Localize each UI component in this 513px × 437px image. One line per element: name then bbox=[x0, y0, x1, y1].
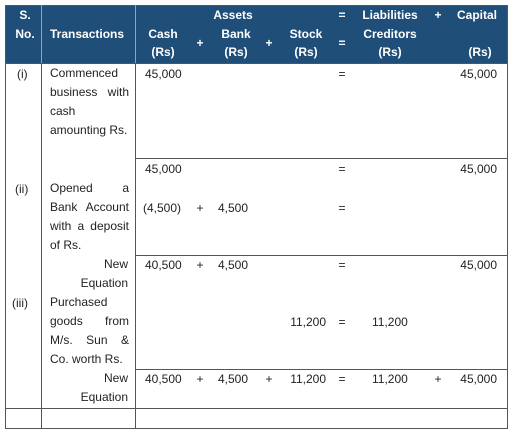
transaction: Opened a Bank Account with a deposit of … bbox=[50, 181, 129, 252]
bank: 4,500 bbox=[218, 258, 249, 272]
row-line bbox=[135, 255, 507, 256]
transaction: Purchased goods from M/s. Sun & Co. wort… bbox=[50, 295, 129, 366]
header-plus: + bbox=[434, 8, 442, 22]
row-line bbox=[135, 158, 507, 159]
eq: = bbox=[338, 315, 346, 329]
bank: 4,500 bbox=[218, 201, 249, 215]
sno: (iii) bbox=[12, 296, 28, 310]
eq: = bbox=[338, 162, 346, 176]
cash: 40,500 bbox=[145, 258, 182, 272]
row-line bbox=[5, 408, 507, 409]
header-plus: + bbox=[196, 36, 204, 50]
transaction: Commenced business with cash amounting R… bbox=[50, 66, 129, 137]
header-eq: = bbox=[338, 8, 346, 22]
header-stock: Stock bbox=[289, 27, 323, 41]
header-transactions: Transactions bbox=[50, 27, 125, 41]
plus: + bbox=[196, 372, 204, 386]
header-unit: (Rs) bbox=[224, 45, 248, 59]
header-bank: Bank bbox=[221, 27, 251, 41]
col-line bbox=[41, 63, 42, 429]
capital: 45,000 bbox=[460, 258, 497, 272]
equation-label: New Equation bbox=[80, 371, 128, 404]
header-unit: (Rs) bbox=[378, 45, 402, 59]
cash: 40,500 bbox=[145, 372, 182, 386]
header-cash: Cash bbox=[148, 27, 178, 41]
plus: + bbox=[196, 201, 204, 215]
header-liabilities: Liabilities bbox=[362, 8, 418, 22]
row-line bbox=[135, 369, 507, 370]
capital: 45,000 bbox=[460, 162, 497, 176]
eq: = bbox=[338, 67, 346, 81]
equation-label: New Equation bbox=[80, 257, 128, 290]
row-line bbox=[5, 63, 507, 64]
creditors: 11,200 bbox=[372, 372, 408, 386]
header-unit: (Rs) bbox=[151, 45, 175, 59]
sno: (ii) bbox=[15, 182, 29, 196]
eq: = bbox=[338, 201, 346, 215]
header-unit: (Rs) bbox=[468, 45, 492, 59]
header-plus: + bbox=[265, 36, 273, 50]
bank: 4,500 bbox=[218, 372, 249, 386]
sno: (i) bbox=[17, 67, 28, 81]
header-creditors: Creditors bbox=[363, 27, 417, 41]
header-assets: Assets bbox=[213, 8, 253, 22]
border bbox=[5, 5, 6, 429]
capital: 45,000 bbox=[460, 372, 497, 386]
stock: 11,200 bbox=[290, 372, 326, 386]
border bbox=[507, 5, 508, 429]
cash: (4,500) bbox=[143, 201, 182, 215]
plus: + bbox=[434, 372, 442, 386]
stock: 11,200 bbox=[290, 315, 326, 329]
header-unit: (Rs) bbox=[294, 45, 318, 59]
plus: + bbox=[196, 258, 204, 272]
header-eq: = bbox=[338, 36, 346, 50]
cash: 45,000 bbox=[145, 162, 182, 176]
plus: + bbox=[265, 372, 273, 386]
eq: = bbox=[338, 372, 346, 386]
capital: 45,000 bbox=[460, 67, 497, 81]
header-band bbox=[5, 5, 507, 63]
header-capital: Capital bbox=[456, 8, 497, 22]
header-sno: S. No. bbox=[15, 8, 35, 41]
border bbox=[5, 428, 508, 429]
col-line bbox=[135, 63, 136, 429]
creditors: 11,200 bbox=[372, 315, 408, 329]
eq: = bbox=[338, 258, 346, 272]
border bbox=[5, 5, 507, 6]
cash: 45,000 bbox=[145, 67, 182, 81]
